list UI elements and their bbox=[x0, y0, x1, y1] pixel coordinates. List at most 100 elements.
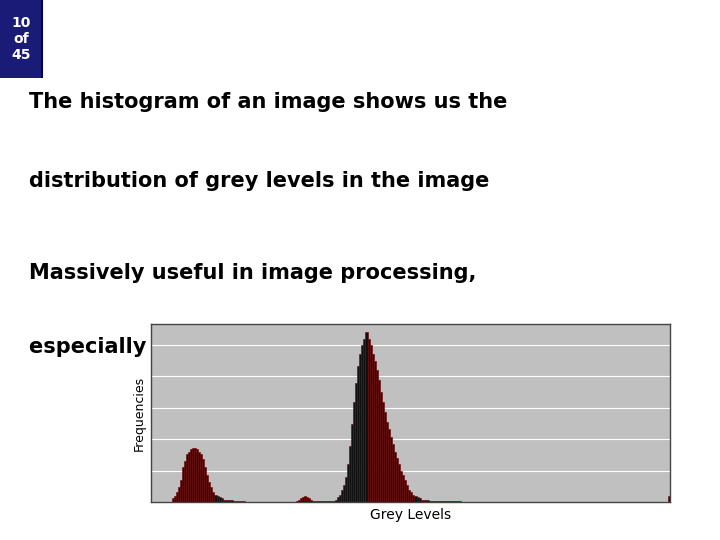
Bar bbox=[217, 496, 219, 502]
Bar bbox=[184, 461, 186, 502]
Bar bbox=[190, 449, 192, 502]
Bar bbox=[182, 467, 184, 502]
Bar bbox=[239, 501, 241, 502]
Bar bbox=[335, 500, 337, 502]
Bar bbox=[323, 501, 325, 502]
Bar bbox=[415, 496, 417, 502]
Bar bbox=[459, 501, 462, 502]
Bar bbox=[398, 464, 400, 502]
Text: distribution of grey levels in the image: distribution of grey levels in the image bbox=[29, 171, 489, 191]
Bar bbox=[219, 497, 220, 502]
X-axis label: Grey Levels: Grey Levels bbox=[370, 508, 451, 522]
Bar bbox=[308, 498, 310, 502]
Bar bbox=[305, 496, 306, 502]
Bar bbox=[198, 452, 200, 502]
Bar bbox=[400, 471, 402, 502]
Bar bbox=[171, 498, 174, 502]
Bar bbox=[449, 501, 451, 502]
Bar bbox=[208, 482, 210, 502]
Bar bbox=[229, 500, 231, 502]
Bar bbox=[378, 380, 379, 502]
Bar bbox=[392, 444, 394, 502]
Text: especially in segmentation.: especially in segmentation. bbox=[29, 337, 354, 357]
Bar bbox=[435, 501, 437, 502]
Text: Image Histograms: Image Histograms bbox=[362, 23, 706, 56]
Bar bbox=[437, 501, 439, 502]
Bar bbox=[317, 501, 318, 502]
Bar bbox=[186, 455, 188, 502]
Bar bbox=[315, 501, 317, 502]
Bar bbox=[207, 475, 208, 502]
Bar bbox=[333, 501, 335, 502]
Bar bbox=[233, 501, 235, 502]
Bar bbox=[431, 501, 433, 502]
Bar bbox=[451, 501, 454, 502]
Bar bbox=[376, 370, 378, 502]
Bar bbox=[196, 449, 198, 502]
Text: 10
of
45: 10 of 45 bbox=[11, 16, 31, 62]
Bar bbox=[237, 501, 239, 502]
Bar bbox=[433, 501, 435, 502]
Bar bbox=[337, 497, 339, 502]
Bar bbox=[320, 501, 323, 502]
Bar bbox=[369, 345, 372, 502]
Bar bbox=[345, 477, 347, 502]
Bar bbox=[235, 501, 237, 502]
Bar bbox=[374, 361, 376, 502]
Bar bbox=[178, 487, 180, 502]
Bar bbox=[349, 446, 351, 502]
Bar bbox=[439, 501, 441, 502]
Bar bbox=[231, 500, 233, 502]
Bar bbox=[455, 501, 457, 502]
Bar bbox=[341, 490, 343, 502]
Bar bbox=[425, 500, 427, 502]
Bar bbox=[339, 495, 341, 502]
Bar bbox=[406, 484, 408, 502]
Text: The histogram of an image shows us the: The histogram of an image shows us the bbox=[29, 92, 507, 112]
Bar bbox=[355, 383, 357, 502]
Bar bbox=[402, 475, 404, 502]
Bar bbox=[0, 0, 42, 78]
Bar bbox=[241, 501, 243, 502]
Bar bbox=[454, 501, 455, 502]
Bar bbox=[296, 501, 298, 502]
Bar bbox=[243, 501, 245, 502]
Bar bbox=[394, 452, 396, 502]
Bar bbox=[180, 480, 182, 502]
Bar bbox=[386, 422, 388, 502]
Bar bbox=[330, 501, 333, 502]
Bar bbox=[329, 501, 330, 502]
Bar bbox=[210, 487, 212, 502]
Bar bbox=[188, 452, 190, 502]
Bar bbox=[192, 448, 194, 502]
Bar bbox=[423, 500, 425, 502]
Bar bbox=[202, 460, 204, 502]
Bar bbox=[325, 501, 327, 502]
Bar bbox=[418, 498, 420, 502]
Bar bbox=[359, 354, 361, 502]
Bar bbox=[441, 501, 443, 502]
Bar bbox=[300, 498, 302, 502]
Bar bbox=[310, 500, 312, 502]
Bar bbox=[357, 367, 359, 502]
Bar bbox=[390, 437, 392, 502]
Bar bbox=[420, 500, 423, 502]
Bar bbox=[457, 501, 459, 502]
Y-axis label: Frequencies: Frequencies bbox=[132, 375, 145, 451]
Bar bbox=[354, 402, 355, 502]
Bar bbox=[318, 501, 320, 502]
Bar bbox=[176, 492, 178, 502]
Bar bbox=[372, 354, 374, 502]
Bar bbox=[417, 497, 418, 502]
Bar bbox=[445, 501, 447, 502]
Bar bbox=[302, 497, 305, 502]
Bar bbox=[225, 500, 227, 502]
Bar bbox=[427, 500, 429, 502]
Bar bbox=[200, 455, 202, 502]
Bar bbox=[312, 501, 315, 502]
Bar bbox=[343, 484, 345, 502]
Bar bbox=[384, 411, 386, 502]
Bar bbox=[443, 501, 445, 502]
Bar bbox=[327, 501, 329, 502]
Bar bbox=[227, 500, 229, 502]
